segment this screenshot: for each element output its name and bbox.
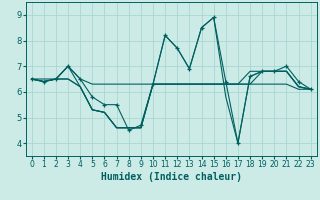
X-axis label: Humidex (Indice chaleur): Humidex (Indice chaleur) <box>101 172 242 182</box>
